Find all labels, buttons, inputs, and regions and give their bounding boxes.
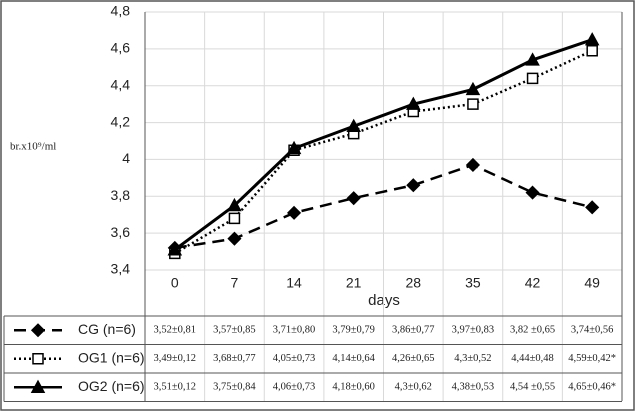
x-tick-label: 35	[465, 275, 481, 291]
table-cell: 3,68±0,77	[213, 353, 256, 364]
x-tick-label: 21	[346, 275, 362, 291]
data-point	[346, 118, 361, 133]
table-cell: 3,75±0,84	[213, 382, 256, 393]
data-point	[228, 212, 241, 225]
data-point	[406, 96, 421, 110]
data-point	[526, 72, 539, 85]
x-tick-label: 49	[584, 275, 600, 291]
y-axis-label: br.x10⁹/ml	[10, 141, 56, 153]
data-point	[406, 178, 421, 193]
table-cell: 4,06±0,73	[273, 382, 316, 393]
table-cell: 3,57±0,85	[213, 325, 256, 336]
data-point	[465, 81, 481, 96]
table-cell: 4,26±0,65	[392, 353, 435, 364]
table-cell: 3,79±0,79	[332, 325, 375, 336]
legend-label: OG1 (n=6)	[78, 349, 145, 365]
y-tick-label: 4,2	[111, 113, 131, 129]
legend-marker	[32, 353, 44, 365]
table-cell: 4,14±0,64	[332, 353, 375, 364]
table-cell: 3,51±0,12	[154, 382, 197, 393]
table-cell: 4,3±0,62	[395, 382, 432, 393]
series-line	[174, 163, 593, 250]
data-point	[346, 191, 361, 206]
x-tick-label: 28	[406, 275, 422, 291]
table-cell: 3,71±0,80	[273, 325, 316, 336]
table-cell: 3,74±0,56	[571, 325, 614, 336]
table-cell: 3,82 ±0,65	[510, 325, 555, 336]
data-point	[585, 200, 600, 215]
table-cell: 3,86±0,77	[392, 325, 435, 336]
y-tick-label: 3,6	[111, 224, 131, 240]
legend-marker	[30, 323, 46, 338]
table-cell: 4,38±0,53	[452, 382, 495, 393]
table-cell: 3,49±0,12	[154, 353, 197, 364]
y-tick-label: 4	[122, 150, 130, 166]
data-point	[584, 32, 600, 46]
x-tick-label: 42	[525, 275, 541, 291]
data-point	[465, 157, 480, 173]
data-point	[286, 140, 302, 155]
table-cell: 4,44±0,48	[511, 353, 554, 364]
x-tick-label: 14	[286, 275, 302, 291]
data-point	[525, 185, 540, 200]
data-point	[167, 242, 183, 256]
data-point	[467, 98, 479, 110]
x-tick-label: 0	[171, 275, 179, 291]
x-tick-label: 7	[231, 275, 239, 291]
legend-label: OG2 (n=6)	[78, 378, 145, 394]
table-cell: 4,05±0,73	[273, 353, 316, 364]
data-point	[227, 231, 242, 246]
y-tick-label: 4,4	[111, 76, 131, 92]
table-cell: 3,52±0,81	[154, 325, 197, 336]
data-point	[227, 197, 242, 212]
table-cell: 4,65±0,46*	[568, 382, 616, 393]
table-cell: 4,3±0,52	[454, 353, 491, 364]
legend-marker	[30, 379, 46, 393]
data-point	[525, 52, 540, 66]
table-cell: 4,59±0,42*	[568, 353, 616, 364]
y-tick-label: 3,4	[111, 261, 131, 277]
data-point	[287, 205, 302, 220]
y-tick-label: 4,8	[111, 3, 131, 19]
table-cell: 4,18±0,60	[332, 382, 375, 393]
y-tick-label: 4,6	[111, 40, 131, 56]
legend-label: CG (n=6)	[78, 321, 136, 337]
table-cell: 4,54 ±0,55	[510, 382, 555, 393]
series-line	[173, 38, 593, 251]
data-point	[586, 44, 598, 57]
y-tick-label: 3,8	[111, 187, 131, 203]
table-cell: 3,97±0,83	[452, 325, 495, 336]
